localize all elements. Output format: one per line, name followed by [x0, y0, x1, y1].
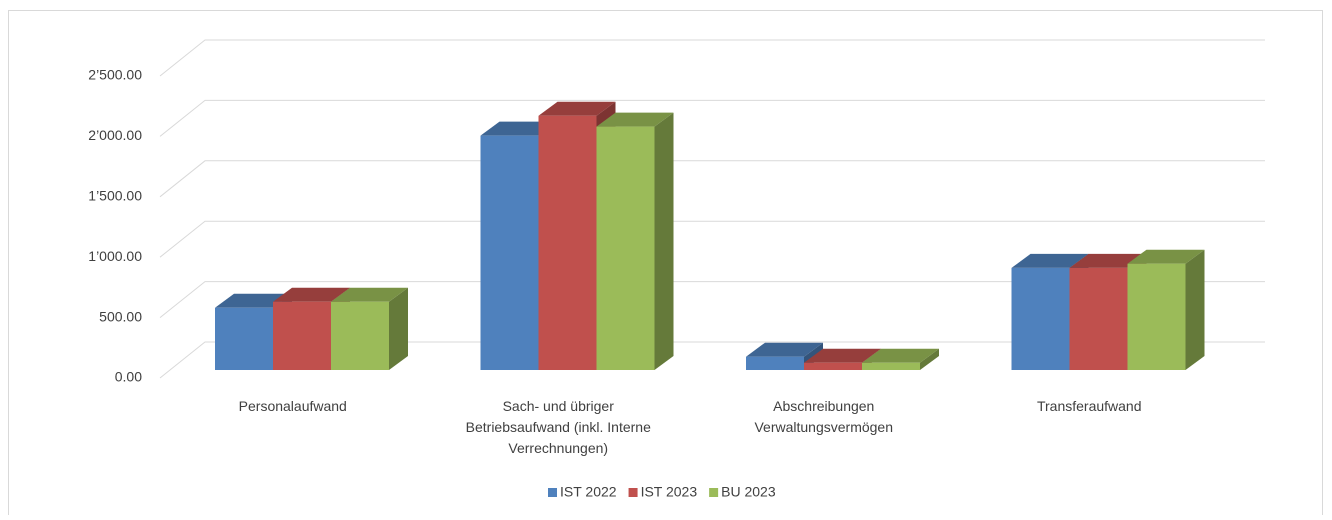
bar-top: [215, 293, 292, 308]
grid-line: [159, 341, 1265, 379]
grid-line: [159, 39, 1265, 77]
bar: [215, 307, 273, 370]
bar: [804, 362, 862, 370]
bar: [480, 135, 539, 370]
grid-line: [159, 99, 1265, 137]
grid-line: [159, 220, 1265, 258]
legend-label: BU 2023: [721, 484, 776, 500]
x-tick-label: Transferaufwand: [1037, 398, 1142, 414]
bar-top: [1127, 249, 1205, 264]
bar-top: [480, 121, 558, 136]
y-tick-label: 1’000.00: [88, 248, 142, 264]
bar: [538, 115, 597, 370]
grid-line: [159, 160, 1265, 198]
bar: [862, 362, 920, 370]
bar-side: [654, 112, 674, 370]
bar-top: [596, 112, 674, 127]
bar: [596, 126, 655, 370]
legend-swatch: [628, 488, 638, 497]
bar: [746, 356, 804, 370]
y-tick-label: 2’500.00: [88, 67, 142, 83]
bar-side: [1185, 249, 1205, 370]
y-tick-label: 2’000.00: [88, 127, 142, 143]
bar-top: [538, 101, 616, 116]
bar-side: [920, 348, 939, 370]
x-tick-label: Abschreibungen Verwaltungsvermögen: [754, 398, 893, 435]
grid-line: [159, 281, 1265, 318]
bar-top: [746, 342, 823, 357]
bar-top: [1011, 253, 1089, 268]
bar-side: [389, 287, 408, 370]
legend-label: IST 2023: [641, 484, 698, 500]
bar: [1011, 267, 1070, 370]
x-tick-label: Sach- und übriger Betriebsaufwand (inkl. …: [466, 398, 651, 456]
bar: [273, 301, 331, 370]
x-tick-label: Personalaufwand: [239, 398, 347, 414]
bar: [1069, 267, 1128, 370]
bar-top: [862, 348, 939, 363]
bar-top: [331, 287, 408, 302]
bar-top: [804, 348, 881, 363]
bar-top: [273, 287, 350, 302]
legend-swatch: [709, 488, 719, 497]
legend-label: IST 2022: [560, 484, 617, 500]
bar: [331, 301, 389, 370]
y-tick-label: 0.00: [115, 369, 142, 385]
bar-top: [1069, 253, 1147, 268]
legend-swatch: [548, 488, 557, 497]
y-tick-label: 1’500.00: [88, 188, 142, 204]
y-tick-label: 500.00: [99, 308, 142, 324]
bar: [1127, 263, 1186, 370]
